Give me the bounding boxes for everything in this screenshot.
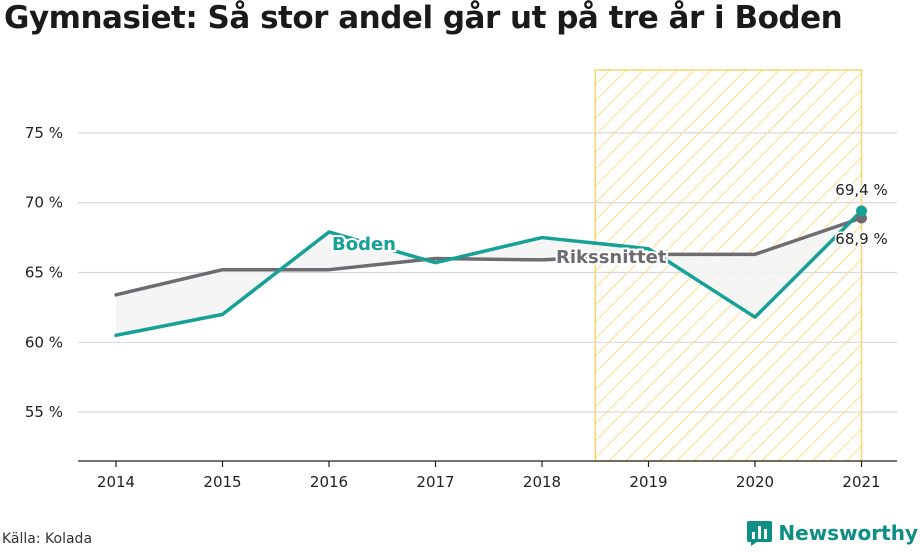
brand-name: Newsworthy bbox=[778, 521, 918, 545]
end-label-boden: 69,4 % bbox=[835, 181, 887, 199]
x-tick-label: 2015 bbox=[203, 473, 241, 491]
labels: Boden Rikssnittet 69,4 % 68,9 % bbox=[330, 180, 889, 270]
x-tick-label: 2018 bbox=[523, 473, 561, 491]
x-tick-label: 2017 bbox=[416, 473, 454, 491]
source-note: Källa: Kolada bbox=[2, 531, 93, 547]
series-lines bbox=[114, 205, 867, 338]
series-label-riks: Rikssnittet bbox=[556, 247, 667, 268]
x-axis: 2014 2015 2016 2017 2018 2019 2020 2021 bbox=[78, 460, 897, 491]
y-tick-label: 55 % bbox=[25, 403, 63, 421]
bar-chart-icon bbox=[747, 521, 773, 546]
x-tick-label: 2019 bbox=[629, 473, 667, 491]
difference-fill bbox=[116, 211, 862, 336]
difference-area bbox=[116, 211, 862, 336]
end-point-boden bbox=[856, 205, 867, 217]
x-tick-label: 2020 bbox=[736, 473, 774, 491]
series-label-boden: Boden bbox=[332, 234, 396, 255]
end-label-riks: 68,9 % bbox=[835, 230, 887, 248]
y-tick-label: 65 % bbox=[25, 263, 63, 281]
chart-title: Gymnasiet: Så stor andel går ut på tre å… bbox=[4, 0, 843, 36]
x-tick-label: 2021 bbox=[842, 473, 880, 491]
y-tick-label: 60 % bbox=[25, 333, 63, 351]
x-tick-label: 2016 bbox=[310, 473, 348, 491]
series-line-rikssnittet bbox=[114, 216, 864, 297]
line-chart: 55 %60 %65 %70 %75 % 2014 2015 2016 2017 201… bbox=[25, 69, 897, 491]
y-tick-label: 70 % bbox=[25, 194, 63, 212]
series-line-boden bbox=[114, 209, 864, 338]
y-tick-label: 75 % bbox=[25, 124, 63, 142]
x-tick-label: 2014 bbox=[97, 473, 135, 491]
brand-logo: Newsworthy bbox=[747, 520, 918, 546]
